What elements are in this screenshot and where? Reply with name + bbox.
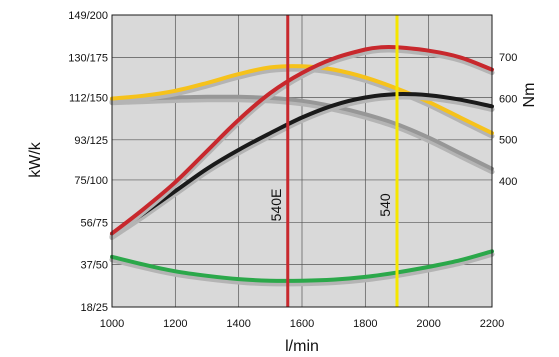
series-shadow-black xyxy=(109,94,495,241)
vertical-markers: 540E 540 xyxy=(268,15,399,307)
series-line-gray xyxy=(110,94,494,171)
x-axis-title: l/min xyxy=(285,338,319,355)
series-shadow-red xyxy=(109,47,495,239)
series-shadow-yellow xyxy=(109,66,495,139)
y-left-tick-label: 149/200 xyxy=(68,10,108,22)
x-tick-label: 1800 xyxy=(353,318,377,330)
y-right-tick-label: 600 xyxy=(499,93,517,105)
series-line-yellow xyxy=(110,64,494,136)
y-left-tick-label: 56/75 xyxy=(80,217,108,229)
series-line-green xyxy=(110,249,494,283)
x-tick-label: 1400 xyxy=(226,318,250,330)
y-left-tick-label: 37/50 xyxy=(80,260,108,272)
y-axis-right-title: Nm xyxy=(521,83,538,108)
y-axis-left-title: kW/k xyxy=(27,141,44,178)
plot-frame xyxy=(111,14,493,308)
y-left-tick-label: 75/100 xyxy=(74,175,108,187)
x-tick-label: 1200 xyxy=(163,318,187,330)
y-left-tick-label: 18/25 xyxy=(80,302,108,314)
series-shadow-gray xyxy=(109,97,495,175)
series-shadow-green xyxy=(109,251,495,287)
series-layer xyxy=(109,44,495,287)
x-tick-label: 1000 xyxy=(100,318,124,330)
marker-label-540E: 540E xyxy=(268,189,284,222)
series-line-red xyxy=(110,44,494,236)
y-left-tick-label: 130/175 xyxy=(68,52,108,64)
y-right-tick-label: 500 xyxy=(499,135,517,147)
series-line-black xyxy=(110,92,494,237)
y-left-tick-label: 112/150 xyxy=(69,92,108,104)
y-right-tick-label: 400 xyxy=(499,176,517,188)
x-tick-label: 1600 xyxy=(290,318,314,330)
marker-label-540: 540 xyxy=(377,193,393,217)
tick-labels: 1000 1200 1400 1600 1800 2000 2200 18/25 37/50 56… xyxy=(68,10,517,330)
x-tick-label: 2000 xyxy=(416,318,440,330)
y-left-tick-label: 93/125 xyxy=(74,135,108,147)
y-right-tick-label: 700 xyxy=(499,52,517,64)
x-tick-label: 2200 xyxy=(480,318,504,330)
